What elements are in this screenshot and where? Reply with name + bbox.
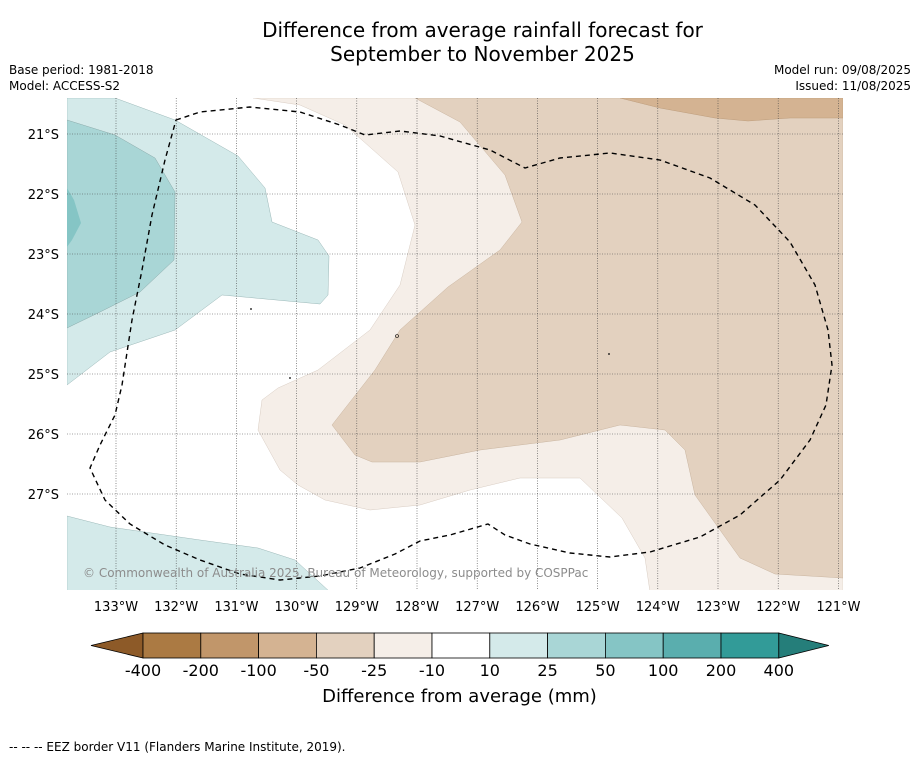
lat-label: 25°S [28,368,59,383]
colorbar-extend-low [90,632,144,659]
colorbar-tick-label: 10 [480,661,500,680]
colorbar-tick-label: -100 [240,661,276,680]
colorbar-swatch [662,632,722,659]
lon-label: 125°W [576,600,620,615]
colorbar-tick-label: -50 [303,661,329,680]
wet-region-10-25-south [67,515,329,590]
base-period: Base period: 1981-2018 [9,63,154,77]
lon-label: 131°W [214,600,258,615]
lon-label: 121°W [816,600,860,615]
eez-border [89,106,833,581]
lat-label: 22°S [28,188,59,203]
colorbar-tick-label: 25 [537,661,557,680]
lat-label: 26°S [28,428,59,443]
wet-region-25-50 [67,119,176,329]
dry-region-25-50 [331,98,843,579]
colorbar-swatch [142,632,202,659]
title-line-1: Difference from average rainfall forecas… [262,18,703,42]
colorbar-tick-label: 400 [764,661,795,680]
eez-footnote: -- -- -- EEZ border V11 (Flanders Marine… [9,740,346,754]
lon-label: 129°W [335,600,379,615]
lon-label: 126°W [515,600,559,615]
lat-label: 23°S [28,248,59,263]
copyright-text: © Commonwealth of Australia 2025, Bureau… [83,566,588,580]
colorbar-tick-label: -400 [125,661,161,680]
lon-label: 122°W [756,600,800,615]
colorbar-title: Difference from average (mm) [322,686,597,707]
colorbar-swatch [605,632,664,659]
colorbar-tick-label: -200 [183,661,219,680]
model-run: Model run: 09/08/2025 [773,63,911,77]
colorbar-tick-label: -10 [419,661,445,680]
lat-label: 27°S [28,488,59,503]
lon-label: 128°W [395,600,439,615]
title-line-2: September to November 2025 [330,42,635,66]
island-markers [250,308,610,379]
colorbar-extend-high [778,632,829,659]
map-area: © Commonwealth of Australia 2025, Bureau… [67,98,843,590]
dry-region-50-100 [619,98,843,122]
latitude-labels: 21°S 22°S 23°S 24°S 25°S 26°S 27°S [28,128,59,503]
lat-label: 24°S [28,308,59,323]
base-info: Base period: 1981-2018 Model: ACCESS-S2 [9,62,154,94]
issued-date: Issued: 11/08/2025 [795,79,911,93]
lon-label: 123°W [696,600,740,615]
colorbar-swatch [258,632,317,659]
lon-label: 133°W [94,600,138,615]
colorbar-tick-label: 200 [706,661,737,680]
colorbar: -400 -200 -100 -50 -25 -10 10 25 50 100 200 400 [90,632,829,680]
lon-label: 124°W [636,600,680,615]
colorbar-swatch [373,632,433,659]
colorbar-swatch [200,632,260,659]
colorbar-swatch [720,632,780,659]
longitude-labels: 133°W 132°W 131°W 130°W 129°W 128°W 127°W 126°W… [94,600,861,615]
lon-label: 130°W [275,600,319,615]
colorbar-tick-label: 100 [648,661,679,680]
lon-label: 132°W [154,600,198,615]
colorbar-swatch [431,632,491,659]
run-info: Model run: 09/08/2025 Issued: 11/08/2025 [774,62,911,94]
map-title: Difference from average rainfall forecas… [0,18,919,66]
colorbar-swatch [315,632,375,659]
model-name: Model: ACCESS-S2 [9,79,121,93]
colorbar-tick-label: 50 [595,661,615,680]
lat-label: 21°S [28,128,59,143]
wet-region-50-100 [67,188,81,247]
lon-label: 127°W [455,600,499,615]
colorbar-tick-label: -25 [361,661,387,680]
colorbar-swatch [489,632,548,659]
colorbar-swatch [547,632,606,659]
